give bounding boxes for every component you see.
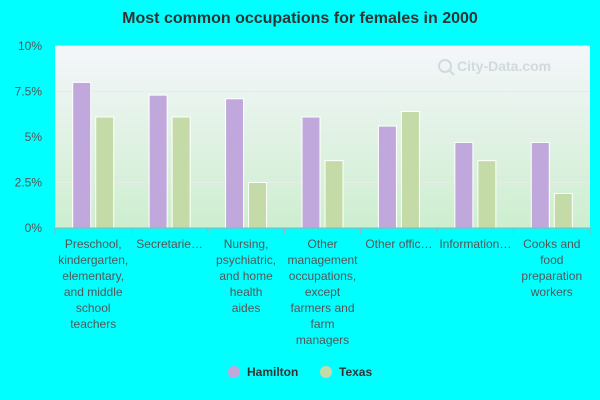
- bar-texas[interactable]: [400, 111, 420, 229]
- legend-label-texas: Texas: [339, 365, 372, 379]
- watermark-magnifier-handle: [448, 69, 455, 76]
- bar-hamilton[interactable]: [301, 116, 321, 229]
- x-category-label: Other management occupations, except farmers…: [287, 237, 358, 347]
- x-category-label: Secretarie…: [136, 237, 203, 251]
- y-tick-label: 7.5%: [15, 85, 43, 99]
- watermark-magnifier-icon: [438, 59, 452, 73]
- watermark: City-Data.com: [438, 58, 551, 76]
- x-category-label: Information…: [439, 237, 511, 251]
- x-category-label: Cooks and food preparation workers: [521, 237, 582, 299]
- bar-texas[interactable]: [171, 116, 191, 229]
- x-category-label: Preschool, kindergarten, elementary, and mi…: [58, 237, 128, 331]
- y-tick-label: 0%: [25, 221, 43, 235]
- bar-hamilton[interactable]: [377, 125, 397, 229]
- legend-swatch-hamilton: [228, 366, 240, 378]
- y-tick-label: 5%: [25, 130, 43, 144]
- chart-title: Most common occupations for females in 2…: [122, 10, 478, 27]
- bar-hamilton[interactable]: [530, 141, 550, 229]
- gridlines: [55, 45, 590, 183]
- bar-hamilton[interactable]: [148, 94, 168, 229]
- x-axis-categories: Preschool, kindergarten, elementary, and mi…: [54, 228, 591, 347]
- bar-texas[interactable]: [324, 160, 344, 229]
- bar-texas[interactable]: [248, 182, 268, 229]
- watermark-text: City-Data.com: [457, 58, 551, 74]
- legend: Hamilton Texas: [228, 365, 372, 379]
- bar-hamilton[interactable]: [454, 141, 474, 229]
- legend-label-hamilton: Hamilton: [247, 365, 298, 379]
- y-tick-label: 2.5%: [15, 176, 43, 190]
- bar-hamilton[interactable]: [225, 98, 245, 229]
- y-axis-ticks: 0% 2.5% 5% 7.5% 10%: [15, 39, 43, 235]
- bar-texas[interactable]: [95, 116, 115, 229]
- bar-hamilton[interactable]: [72, 81, 92, 229]
- bar-texas[interactable]: [477, 160, 497, 229]
- x-category-label: Other offic…: [365, 237, 432, 251]
- x-category-label: Nursing, psychiatric, and home health aides: [216, 237, 276, 315]
- y-tick-label: 10%: [18, 39, 42, 53]
- bar-texas[interactable]: [553, 192, 573, 229]
- legend-swatch-texas: [320, 366, 332, 378]
